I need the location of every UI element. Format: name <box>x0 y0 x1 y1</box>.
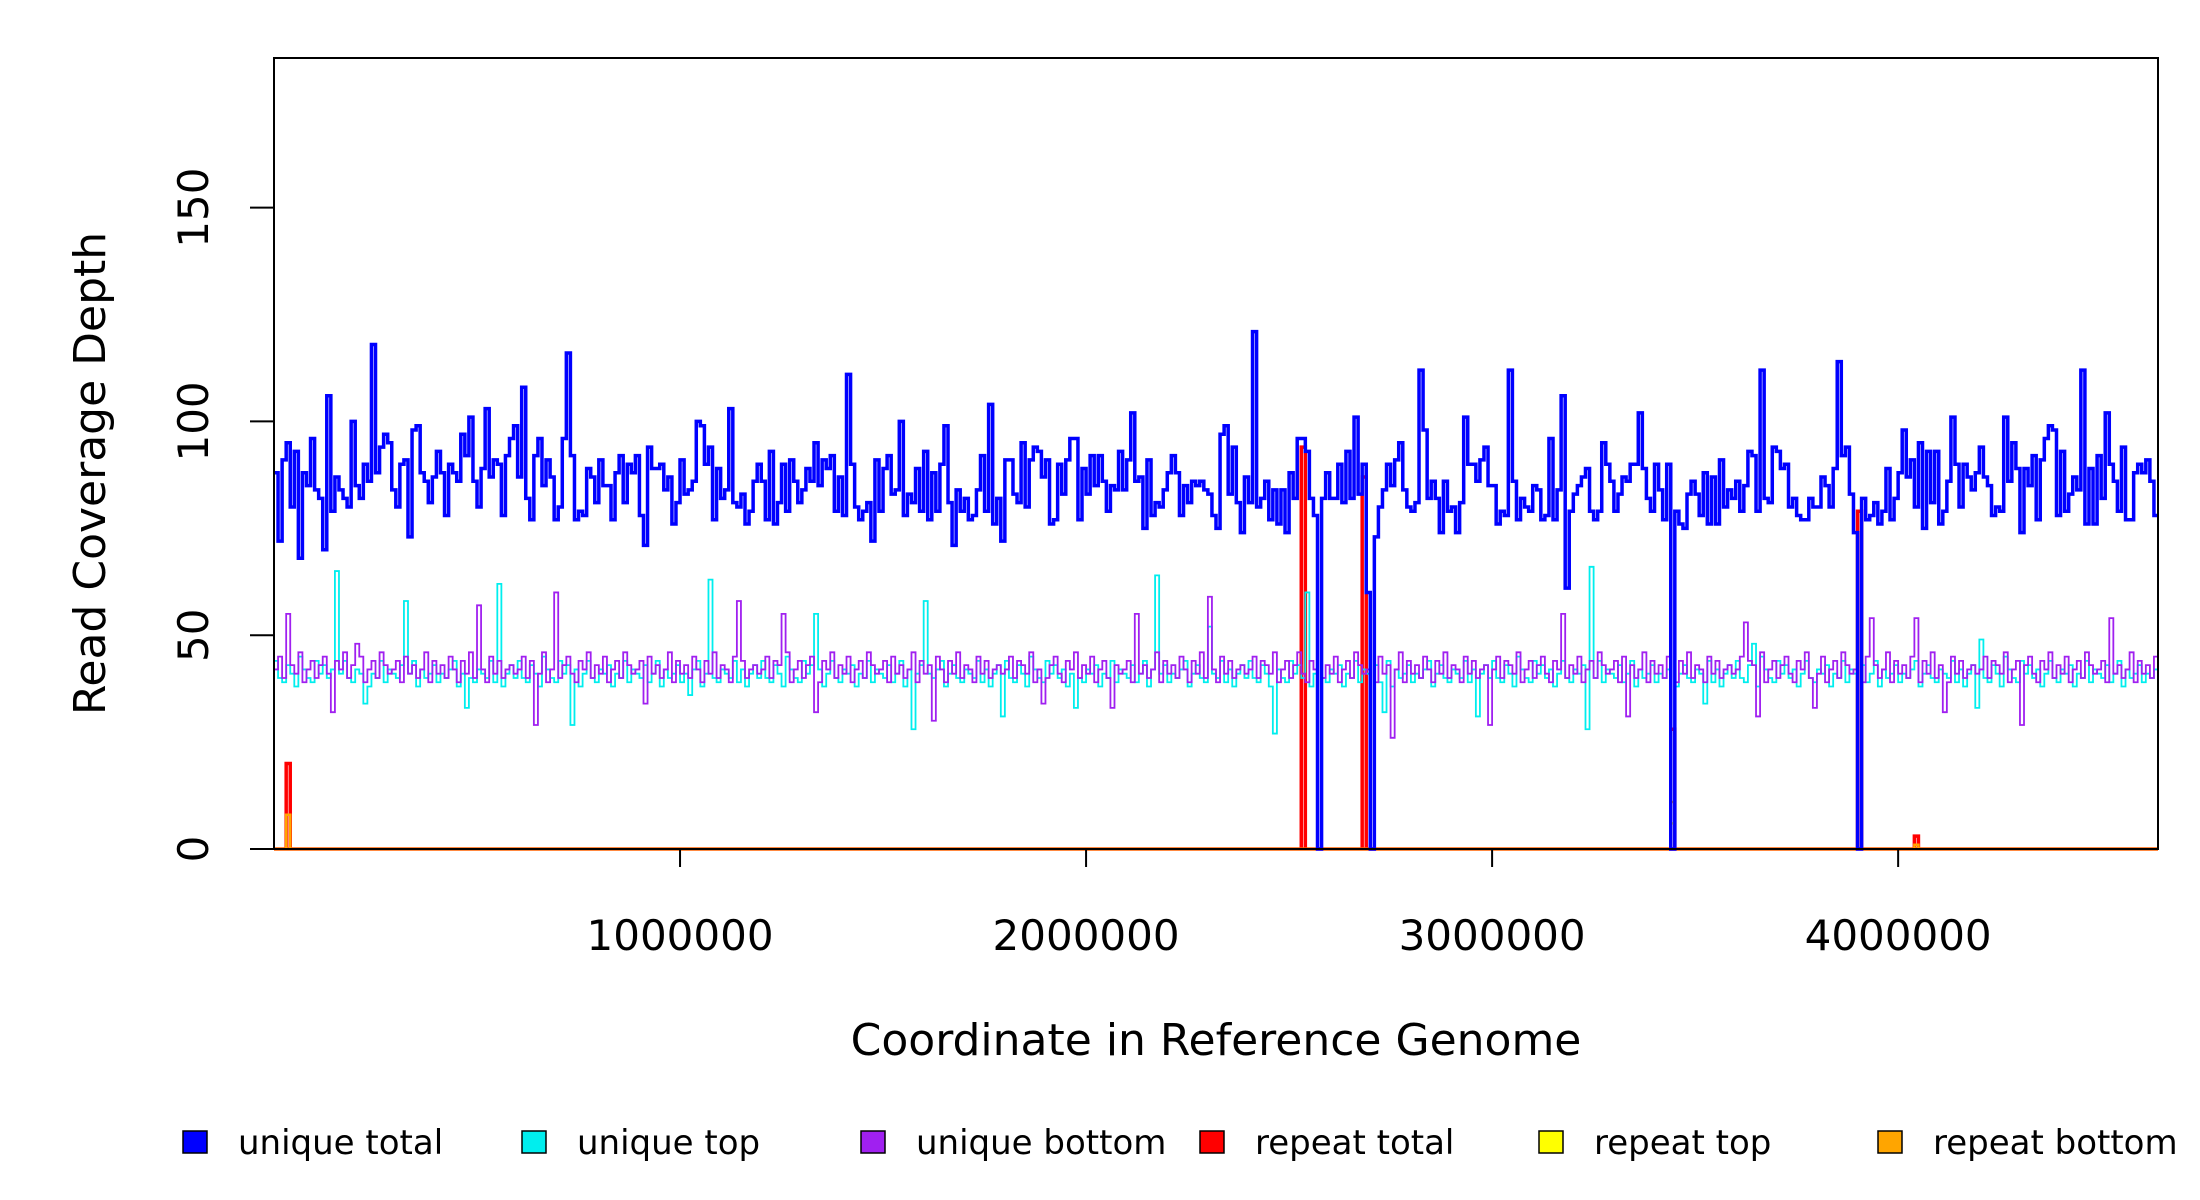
x-tick-label: 2000000 <box>993 911 1180 960</box>
series-line-repeat-bottom <box>274 800 2158 851</box>
series-line-unique-top <box>274 565 2158 850</box>
legend-label: repeat total <box>1255 1123 1454 1163</box>
x-tick-label: 1000000 <box>587 911 774 960</box>
legend-swatch <box>1877 1130 1903 1154</box>
y-tick-label: 0 <box>169 836 218 863</box>
series-line-repeat-top <box>274 813 2158 851</box>
series-line-repeat-total <box>274 445 2158 851</box>
x-axis-title: Coordinate in Reference Genome <box>851 1015 1582 1066</box>
legend: unique total unique top unique bottom repea… <box>182 1123 2178 1163</box>
legend-label: repeat bottom <box>1933 1123 2178 1163</box>
legend-swatch <box>860 1130 886 1154</box>
legend-label: unique bottom <box>916 1123 1166 1163</box>
legend-swatch <box>1538 1130 1564 1154</box>
series-line-unique-total <box>274 329 2158 851</box>
legend-swatch <box>182 1130 208 1154</box>
legend-swatch <box>1199 1130 1225 1154</box>
series-layer <box>274 329 2158 851</box>
y-tick-label: 150 <box>169 168 218 248</box>
x-tick-label: 3000000 <box>1399 911 1586 960</box>
series-line-unique-bottom <box>274 591 2158 850</box>
y-axis-title: Read Coverage Depth <box>65 232 116 715</box>
legend-swatch <box>521 1130 547 1154</box>
y-tick-label: 100 <box>169 381 218 461</box>
y-tick-label: 50 <box>169 608 218 661</box>
plot-frame <box>273 57 2159 850</box>
x-tick-label: 4000000 <box>1805 911 1992 960</box>
legend-label: unique top <box>577 1123 760 1163</box>
axis-layer: 1000000 2000000 3000000 4000000 0 50 100 150 <box>169 168 1992 960</box>
legend-label: repeat top <box>1594 1123 1771 1163</box>
legend-label: unique total <box>238 1123 443 1163</box>
